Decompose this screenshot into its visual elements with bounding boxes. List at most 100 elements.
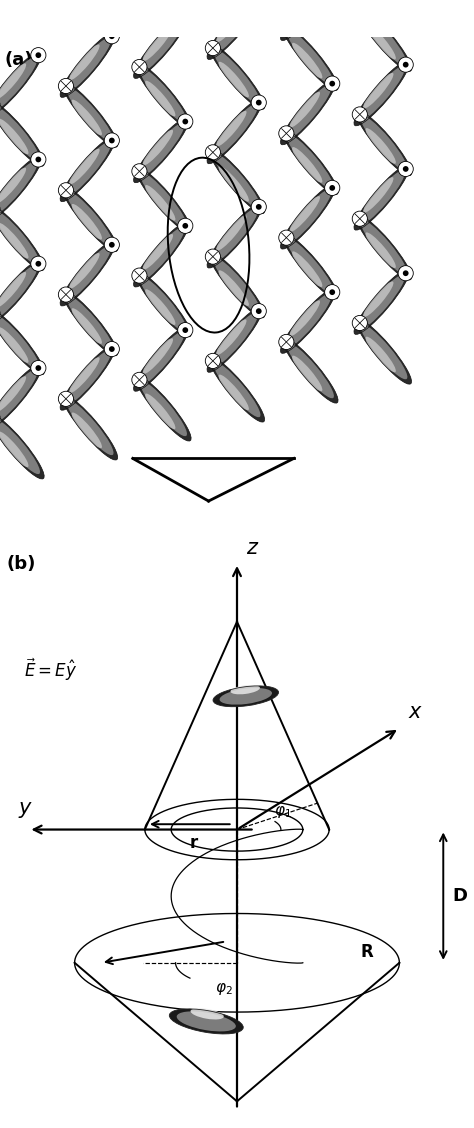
- Circle shape: [398, 161, 413, 176]
- Ellipse shape: [134, 222, 189, 287]
- Ellipse shape: [0, 432, 28, 467]
- Circle shape: [182, 327, 188, 333]
- Ellipse shape: [138, 227, 184, 282]
- Ellipse shape: [0, 265, 37, 320]
- Circle shape: [109, 241, 115, 248]
- Ellipse shape: [64, 142, 111, 196]
- Ellipse shape: [287, 239, 334, 294]
- Ellipse shape: [145, 289, 175, 325]
- Circle shape: [329, 185, 335, 191]
- Circle shape: [205, 41, 220, 55]
- Ellipse shape: [143, 338, 173, 374]
- Ellipse shape: [230, 685, 260, 695]
- Ellipse shape: [60, 33, 115, 97]
- Ellipse shape: [283, 338, 338, 403]
- Ellipse shape: [210, 253, 264, 318]
- Ellipse shape: [363, 177, 393, 213]
- Circle shape: [31, 256, 46, 272]
- Circle shape: [325, 180, 340, 195]
- Ellipse shape: [207, 308, 262, 372]
- Ellipse shape: [0, 369, 37, 424]
- Ellipse shape: [207, 203, 262, 268]
- Circle shape: [58, 287, 73, 302]
- Ellipse shape: [361, 116, 407, 170]
- Ellipse shape: [60, 345, 115, 411]
- Text: $z$: $z$: [246, 538, 259, 557]
- Circle shape: [325, 284, 340, 300]
- Ellipse shape: [63, 395, 118, 460]
- Ellipse shape: [67, 87, 113, 142]
- Ellipse shape: [69, 358, 100, 393]
- Ellipse shape: [216, 319, 246, 355]
- Ellipse shape: [136, 377, 191, 441]
- Ellipse shape: [145, 394, 175, 429]
- Text: $\mathbf{r}$: $\mathbf{r}$: [189, 835, 199, 852]
- Ellipse shape: [219, 374, 249, 411]
- Ellipse shape: [210, 149, 264, 213]
- Ellipse shape: [0, 310, 44, 374]
- Ellipse shape: [290, 91, 320, 127]
- Ellipse shape: [177, 1012, 236, 1031]
- Text: $\mathbf{R}$: $\mathbf{R}$: [360, 943, 374, 961]
- Ellipse shape: [138, 123, 184, 178]
- Circle shape: [58, 79, 73, 94]
- Ellipse shape: [60, 136, 115, 202]
- Circle shape: [31, 361, 46, 376]
- Ellipse shape: [354, 270, 409, 334]
- Ellipse shape: [210, 358, 264, 422]
- Circle shape: [256, 204, 262, 210]
- Ellipse shape: [354, 0, 409, 21]
- Ellipse shape: [216, 7, 246, 42]
- Ellipse shape: [69, 149, 100, 184]
- Ellipse shape: [216, 111, 246, 147]
- Ellipse shape: [67, 192, 113, 247]
- Circle shape: [205, 249, 220, 264]
- Ellipse shape: [67, 296, 113, 351]
- Ellipse shape: [281, 289, 336, 353]
- Ellipse shape: [0, 377, 26, 412]
- Ellipse shape: [216, 215, 246, 250]
- Circle shape: [256, 308, 262, 314]
- Ellipse shape: [63, 186, 118, 252]
- Ellipse shape: [292, 252, 322, 287]
- Circle shape: [132, 164, 147, 179]
- Ellipse shape: [210, 44, 264, 109]
- Circle shape: [279, 126, 294, 141]
- Circle shape: [36, 365, 41, 371]
- Ellipse shape: [0, 106, 40, 161]
- Circle shape: [398, 265, 413, 281]
- Circle shape: [251, 303, 266, 319]
- Ellipse shape: [136, 272, 191, 337]
- Ellipse shape: [136, 63, 191, 129]
- Ellipse shape: [290, 196, 320, 231]
- Ellipse shape: [145, 81, 175, 116]
- Ellipse shape: [138, 18, 184, 73]
- Ellipse shape: [69, 44, 100, 80]
- Ellipse shape: [285, 0, 331, 36]
- Circle shape: [31, 152, 46, 167]
- Ellipse shape: [0, 223, 28, 258]
- Ellipse shape: [211, 312, 258, 368]
- Ellipse shape: [285, 85, 331, 140]
- Ellipse shape: [0, 418, 40, 474]
- Ellipse shape: [63, 291, 118, 355]
- Circle shape: [256, 0, 262, 1]
- Circle shape: [251, 200, 266, 214]
- Circle shape: [109, 138, 115, 143]
- Circle shape: [205, 353, 220, 369]
- Ellipse shape: [72, 204, 102, 239]
- Ellipse shape: [363, 0, 393, 5]
- Ellipse shape: [354, 166, 409, 230]
- Ellipse shape: [219, 688, 272, 705]
- Ellipse shape: [143, 130, 173, 166]
- Ellipse shape: [0, 118, 28, 155]
- Circle shape: [58, 391, 73, 406]
- Ellipse shape: [219, 62, 249, 97]
- Circle shape: [251, 95, 266, 111]
- Ellipse shape: [287, 30, 334, 86]
- Ellipse shape: [138, 332, 184, 387]
- Ellipse shape: [0, 364, 42, 429]
- Ellipse shape: [285, 293, 331, 349]
- Ellipse shape: [292, 147, 322, 183]
- Circle shape: [132, 268, 147, 283]
